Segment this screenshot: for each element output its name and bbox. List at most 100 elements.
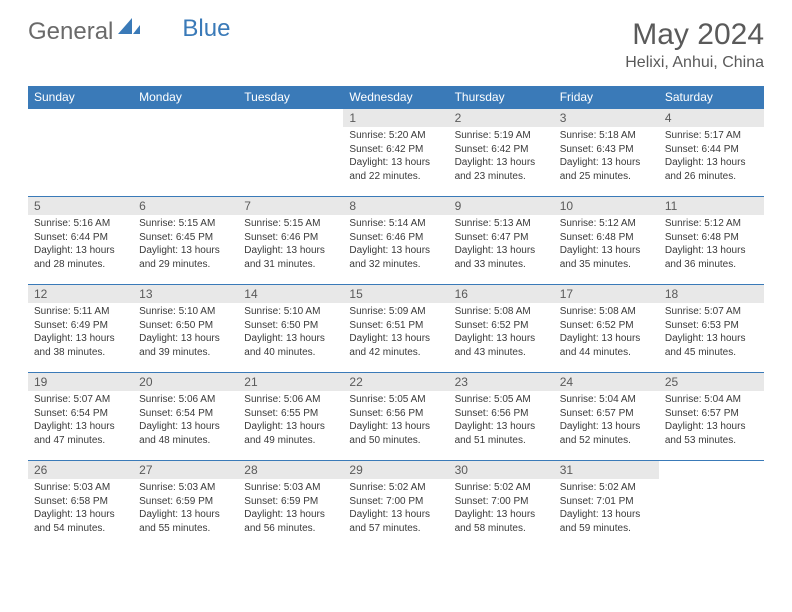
weekday-header: Wednesday xyxy=(343,86,448,109)
day-number: 20 xyxy=(133,373,238,391)
day-number: 26 xyxy=(28,461,133,479)
day-number: 3 xyxy=(554,109,659,127)
calendar-day-cell: 15Sunrise: 5:09 AMSunset: 6:51 PMDayligh… xyxy=(343,285,448,373)
calendar-day-cell: 2Sunrise: 5:19 AMSunset: 6:42 PMDaylight… xyxy=(449,109,554,197)
day-number: 9 xyxy=(449,197,554,215)
day-content: Sunrise: 5:18 AMSunset: 6:43 PMDaylight:… xyxy=(554,127,659,187)
day-number: 31 xyxy=(554,461,659,479)
day-number: 7 xyxy=(238,197,343,215)
day-number: 15 xyxy=(343,285,448,303)
calendar-day-cell: 13Sunrise: 5:10 AMSunset: 6:50 PMDayligh… xyxy=(133,285,238,373)
calendar-day-cell: 9Sunrise: 5:13 AMSunset: 6:47 PMDaylight… xyxy=(449,197,554,285)
calendar-day-cell: 31Sunrise: 5:02 AMSunset: 7:01 PMDayligh… xyxy=(554,461,659,549)
calendar-day-cell xyxy=(133,109,238,197)
day-number: 12 xyxy=(28,285,133,303)
day-content: Sunrise: 5:15 AMSunset: 6:45 PMDaylight:… xyxy=(133,215,238,275)
weekday-header-row: SundayMondayTuesdayWednesdayThursdayFrid… xyxy=(28,86,764,109)
calendar-day-cell: 7Sunrise: 5:15 AMSunset: 6:46 PMDaylight… xyxy=(238,197,343,285)
calendar-day-cell: 11Sunrise: 5:12 AMSunset: 6:48 PMDayligh… xyxy=(659,197,764,285)
calendar-day-cell: 19Sunrise: 5:07 AMSunset: 6:54 PMDayligh… xyxy=(28,373,133,461)
day-content: Sunrise: 5:07 AMSunset: 6:53 PMDaylight:… xyxy=(659,303,764,363)
weekday-header: Sunday xyxy=(28,86,133,109)
weekday-header: Saturday xyxy=(659,86,764,109)
day-content: Sunrise: 5:20 AMSunset: 6:42 PMDaylight:… xyxy=(343,127,448,187)
day-number: 17 xyxy=(554,285,659,303)
calendar-day-cell: 14Sunrise: 5:10 AMSunset: 6:50 PMDayligh… xyxy=(238,285,343,373)
day-content: Sunrise: 5:06 AMSunset: 6:55 PMDaylight:… xyxy=(238,391,343,451)
day-content: Sunrise: 5:12 AMSunset: 6:48 PMDaylight:… xyxy=(554,215,659,275)
day-content: Sunrise: 5:03 AMSunset: 6:59 PMDaylight:… xyxy=(133,479,238,539)
day-number: 29 xyxy=(343,461,448,479)
day-content: Sunrise: 5:04 AMSunset: 6:57 PMDaylight:… xyxy=(659,391,764,451)
day-number: 16 xyxy=(449,285,554,303)
calendar-day-cell: 27Sunrise: 5:03 AMSunset: 6:59 PMDayligh… xyxy=(133,461,238,549)
calendar-day-cell: 12Sunrise: 5:11 AMSunset: 6:49 PMDayligh… xyxy=(28,285,133,373)
day-content: Sunrise: 5:08 AMSunset: 6:52 PMDaylight:… xyxy=(449,303,554,363)
day-content: Sunrise: 5:05 AMSunset: 6:56 PMDaylight:… xyxy=(449,391,554,451)
calendar-day-cell: 23Sunrise: 5:05 AMSunset: 6:56 PMDayligh… xyxy=(449,373,554,461)
location: Helixi, Anhui, China xyxy=(625,54,764,72)
day-content: Sunrise: 5:06 AMSunset: 6:54 PMDaylight:… xyxy=(133,391,238,451)
day-number: 2 xyxy=(449,109,554,127)
day-content: Sunrise: 5:03 AMSunset: 6:59 PMDaylight:… xyxy=(238,479,343,539)
day-content: Sunrise: 5:15 AMSunset: 6:46 PMDaylight:… xyxy=(238,215,343,275)
calendar-day-cell: 28Sunrise: 5:03 AMSunset: 6:59 PMDayligh… xyxy=(238,461,343,549)
calendar-day-cell: 20Sunrise: 5:06 AMSunset: 6:54 PMDayligh… xyxy=(133,373,238,461)
calendar-day-cell xyxy=(659,461,764,549)
day-content: Sunrise: 5:10 AMSunset: 6:50 PMDaylight:… xyxy=(133,303,238,363)
calendar-week-row: 5Sunrise: 5:16 AMSunset: 6:44 PMDaylight… xyxy=(28,197,764,285)
day-number: 18 xyxy=(659,285,764,303)
logo-part2: Blue xyxy=(182,15,230,43)
calendar-day-cell: 18Sunrise: 5:07 AMSunset: 6:53 PMDayligh… xyxy=(659,285,764,373)
month-title: May 2024 xyxy=(625,18,764,52)
day-content: Sunrise: 5:16 AMSunset: 6:44 PMDaylight:… xyxy=(28,215,133,275)
calendar-day-cell: 21Sunrise: 5:06 AMSunset: 6:55 PMDayligh… xyxy=(238,373,343,461)
day-content: Sunrise: 5:07 AMSunset: 6:54 PMDaylight:… xyxy=(28,391,133,451)
calendar-body: 1Sunrise: 5:20 AMSunset: 6:42 PMDaylight… xyxy=(28,109,764,549)
day-number: 24 xyxy=(554,373,659,391)
day-number: 14 xyxy=(238,285,343,303)
calendar-day-cell: 3Sunrise: 5:18 AMSunset: 6:43 PMDaylight… xyxy=(554,109,659,197)
weekday-header: Thursday xyxy=(449,86,554,109)
day-content: Sunrise: 5:09 AMSunset: 6:51 PMDaylight:… xyxy=(343,303,448,363)
calendar-week-row: 19Sunrise: 5:07 AMSunset: 6:54 PMDayligh… xyxy=(28,373,764,461)
day-content: Sunrise: 5:12 AMSunset: 6:48 PMDaylight:… xyxy=(659,215,764,275)
day-content: Sunrise: 5:08 AMSunset: 6:52 PMDaylight:… xyxy=(554,303,659,363)
day-number: 30 xyxy=(449,461,554,479)
day-number: 22 xyxy=(343,373,448,391)
day-number: 4 xyxy=(659,109,764,127)
day-content: Sunrise: 5:02 AMSunset: 7:01 PMDaylight:… xyxy=(554,479,659,539)
day-number: 21 xyxy=(238,373,343,391)
logo-part1: General xyxy=(28,18,113,46)
day-number: 19 xyxy=(28,373,133,391)
day-number: 13 xyxy=(133,285,238,303)
weekday-header: Tuesday xyxy=(238,86,343,109)
day-number: 23 xyxy=(449,373,554,391)
day-content: Sunrise: 5:05 AMSunset: 6:56 PMDaylight:… xyxy=(343,391,448,451)
calendar-week-row: 26Sunrise: 5:03 AMSunset: 6:58 PMDayligh… xyxy=(28,461,764,549)
calendar-day-cell: 29Sunrise: 5:02 AMSunset: 7:00 PMDayligh… xyxy=(343,461,448,549)
logo-sail-icon xyxy=(118,18,140,41)
calendar-day-cell: 24Sunrise: 5:04 AMSunset: 6:57 PMDayligh… xyxy=(554,373,659,461)
day-number: 1 xyxy=(343,109,448,127)
calendar-day-cell xyxy=(238,109,343,197)
day-content: Sunrise: 5:10 AMSunset: 6:50 PMDaylight:… xyxy=(238,303,343,363)
calendar-day-cell: 10Sunrise: 5:12 AMSunset: 6:48 PMDayligh… xyxy=(554,197,659,285)
calendar-day-cell: 1Sunrise: 5:20 AMSunset: 6:42 PMDaylight… xyxy=(343,109,448,197)
day-content: Sunrise: 5:04 AMSunset: 6:57 PMDaylight:… xyxy=(554,391,659,451)
day-content: Sunrise: 5:03 AMSunset: 6:58 PMDaylight:… xyxy=(28,479,133,539)
day-number: 5 xyxy=(28,197,133,215)
calendar-day-cell: 26Sunrise: 5:03 AMSunset: 6:58 PMDayligh… xyxy=(28,461,133,549)
calendar-day-cell: 22Sunrise: 5:05 AMSunset: 6:56 PMDayligh… xyxy=(343,373,448,461)
calendar-week-row: 1Sunrise: 5:20 AMSunset: 6:42 PMDaylight… xyxy=(28,109,764,197)
weekday-header: Monday xyxy=(133,86,238,109)
calendar-day-cell: 5Sunrise: 5:16 AMSunset: 6:44 PMDaylight… xyxy=(28,197,133,285)
calendar-week-row: 12Sunrise: 5:11 AMSunset: 6:49 PMDayligh… xyxy=(28,285,764,373)
day-content: Sunrise: 5:19 AMSunset: 6:42 PMDaylight:… xyxy=(449,127,554,187)
title-block: May 2024 Helixi, Anhui, China xyxy=(625,18,764,72)
calendar-day-cell: 6Sunrise: 5:15 AMSunset: 6:45 PMDaylight… xyxy=(133,197,238,285)
calendar-day-cell: 8Sunrise: 5:14 AMSunset: 6:46 PMDaylight… xyxy=(343,197,448,285)
calendar-day-cell: 17Sunrise: 5:08 AMSunset: 6:52 PMDayligh… xyxy=(554,285,659,373)
calendar-day-cell: 4Sunrise: 5:17 AMSunset: 6:44 PMDaylight… xyxy=(659,109,764,197)
day-number: 11 xyxy=(659,197,764,215)
